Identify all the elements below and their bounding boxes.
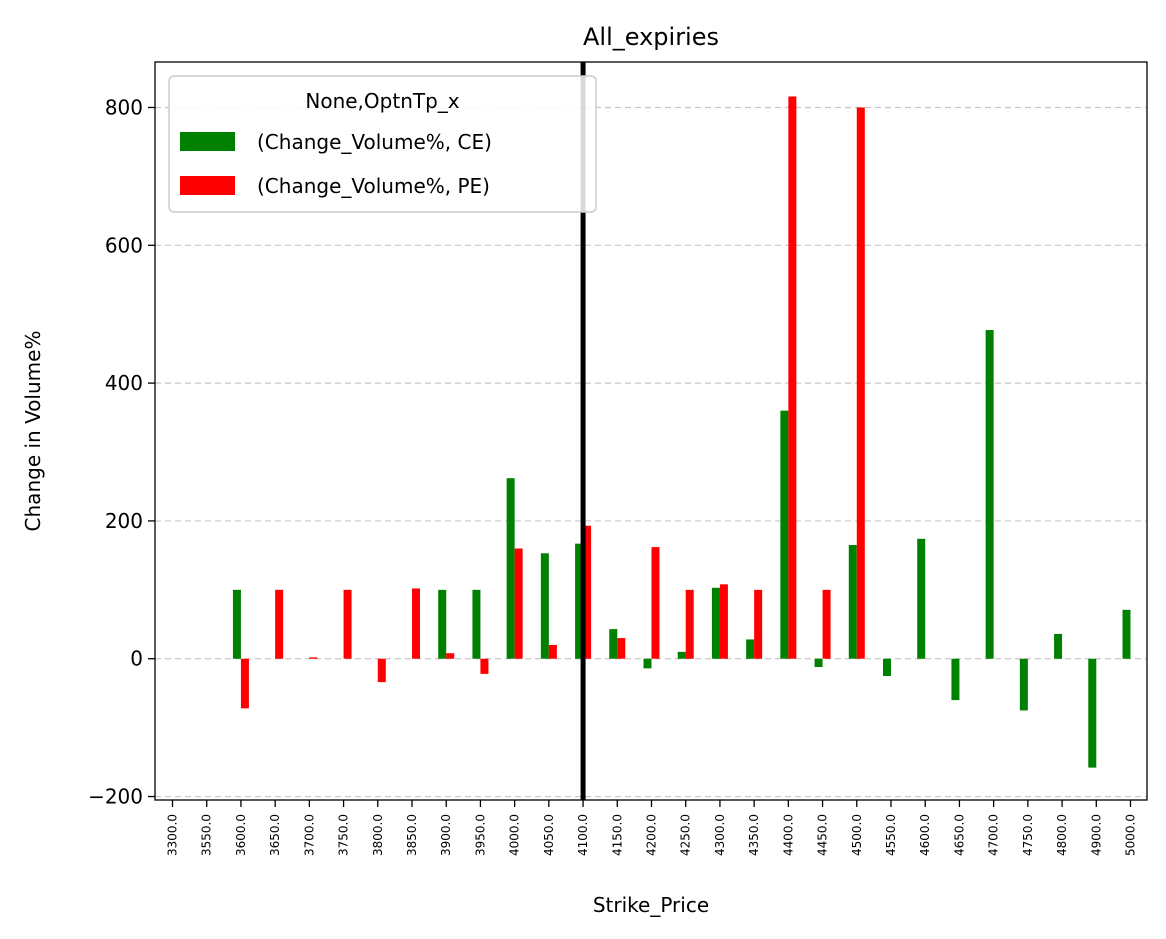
bar-pe-4150.0 — [617, 638, 626, 659]
x-tick-label: 4100.0 — [576, 814, 590, 856]
x-tick-label: 3650.0 — [268, 814, 282, 856]
bar-pe-4450.0 — [822, 589, 831, 659]
bar-ce-4400.0 — [780, 410, 789, 659]
bar-ce-4300.0 — [711, 587, 720, 659]
bar-ce-4700.0 — [985, 330, 994, 659]
y-tick-label: 0 — [130, 647, 143, 671]
legend-entry: (Change_Volume%, CE) — [257, 130, 492, 154]
legend-entry: (Change_Volume%, PE) — [257, 174, 490, 198]
x-tick-label: 4400.0 — [781, 814, 795, 856]
bar-ce-4150.0 — [609, 629, 618, 659]
x-tick-label: 3550.0 — [200, 814, 214, 856]
bar-pe-3900.0 — [446, 653, 455, 659]
bar-ce-5000.0 — [1122, 609, 1131, 659]
y-axis-label: Change in Volume% — [21, 331, 45, 532]
bar-pe-3750.0 — [343, 589, 352, 659]
bar-pe-3600.0 — [240, 658, 249, 709]
bar-ce-3900.0 — [438, 589, 447, 659]
x-tick-label: 4250.0 — [679, 814, 693, 856]
x-tick-label: 4450.0 — [816, 814, 830, 856]
bar-pe-3850.0 — [412, 588, 420, 659]
x-tick-label: 3600.0 — [234, 814, 248, 856]
x-tick-label: 4650.0 — [952, 814, 966, 856]
legend-swatch — [180, 132, 235, 151]
y-tick-label: 400 — [105, 371, 143, 395]
x-tick-label: 4900.0 — [1089, 814, 1103, 856]
bar-ce-3950.0 — [472, 589, 481, 659]
x-tick-label: 3700.0 — [302, 814, 316, 856]
x-axis-label: Strike_Price — [593, 893, 709, 917]
bar-ce-4600.0 — [917, 538, 926, 659]
bar-ce-4200.0 — [643, 658, 652, 669]
bar-ce-4650.0 — [951, 658, 960, 701]
bar-ce-4500.0 — [848, 545, 857, 659]
x-tick-label: 4200.0 — [645, 814, 659, 856]
x-tick-label: 4300.0 — [713, 814, 727, 856]
x-tick-label: 4800.0 — [1055, 814, 1069, 856]
x-tick-label: 4150.0 — [610, 814, 624, 856]
bar-pe-3800.0 — [377, 658, 386, 683]
y-tick-label: 800 — [105, 95, 143, 119]
bar-pe-3650.0 — [275, 589, 284, 659]
y-tick-label: 600 — [105, 233, 143, 257]
bar-pe-4100.0 — [583, 525, 592, 659]
x-tick-label: 4700.0 — [987, 814, 1001, 856]
plot-area: −200 0 200 400 600 800 3300.0 3550.0 3600.0 3650.… — [88, 61, 1148, 856]
bar-ce-4550.0 — [883, 658, 891, 676]
bar-ce-4900.0 — [1088, 658, 1097, 768]
x-tick-label: 4750.0 — [1021, 814, 1035, 856]
x-tick-label: 4550.0 — [884, 814, 898, 856]
bar-pe-3700.0 — [309, 657, 318, 659]
bar-pe-4400.0 — [788, 96, 797, 659]
x-tick-label: 3800.0 — [371, 814, 385, 856]
bar-ce-4350.0 — [746, 639, 755, 659]
legend-title: None,OptnTp_x — [305, 89, 459, 113]
bar-ce-4050.0 — [540, 553, 549, 659]
y-tick-label: 200 — [105, 509, 143, 533]
x-tick-label: 4350.0 — [747, 814, 761, 856]
bar-pe-4200.0 — [651, 547, 660, 659]
x-tick-label: 4500.0 — [850, 814, 864, 856]
bar-ce-4250.0 — [677, 651, 686, 659]
x-tick-label: 4050.0 — [542, 814, 556, 856]
bar-ce-4450.0 — [814, 658, 823, 668]
bar-ce-3600.0 — [232, 589, 241, 659]
x-tick-label: 3300.0 — [166, 814, 180, 856]
bar-pe-4300.0 — [719, 584, 728, 659]
bar-pe-4250.0 — [685, 589, 694, 659]
bar-pe-4050.0 — [548, 644, 557, 659]
x-tick-label: 4600.0 — [918, 814, 932, 856]
legend-box — [168, 75, 597, 213]
legend-swatch — [180, 176, 235, 195]
bar-ce-4750.0 — [1019, 658, 1028, 711]
x-tick-label: 3950.0 — [473, 814, 487, 856]
bar-pe-4350.0 — [754, 589, 763, 659]
bar-ce-4100.0 — [575, 543, 584, 659]
x-tick-label: 3750.0 — [337, 814, 351, 856]
x-tick-label: 3900.0 — [439, 814, 453, 856]
bar-pe-4000.0 — [514, 548, 523, 659]
bar-ce-4000.0 — [506, 478, 515, 659]
bar-ce-4800.0 — [1054, 633, 1063, 659]
x-tick-label: 3850.0 — [405, 814, 419, 856]
x-tick-label: 5000.0 — [1124, 814, 1138, 856]
x-tick-label: 4000.0 — [508, 814, 522, 856]
y-tick-label: −200 — [88, 785, 143, 809]
bar-pe-4500.0 — [856, 107, 865, 659]
chart-title: All_expiries — [583, 23, 719, 51]
bar-pe-3950.0 — [480, 658, 489, 674]
